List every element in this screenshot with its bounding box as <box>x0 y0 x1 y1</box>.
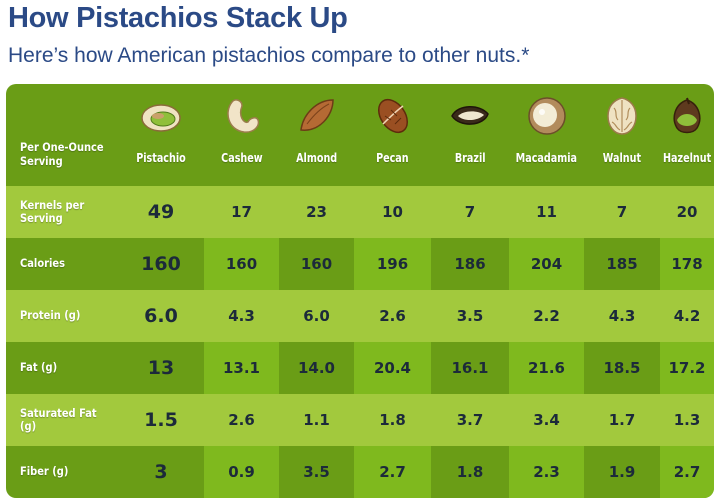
column-stripe <box>660 342 714 394</box>
corner-label: Per One-Ounce Serving <box>20 140 104 168</box>
row-label: Fiber (g) <box>20 464 69 479</box>
row-band <box>6 290 714 342</box>
table-cell: 1.1 <box>303 411 330 429</box>
table-cell: 2.2 <box>533 307 560 325</box>
table-cell: 3.7 <box>456 411 484 429</box>
table-cell: 4.3 <box>228 307 255 325</box>
table-cell: 3.5 <box>303 463 330 481</box>
table-cell: 160 <box>141 253 181 275</box>
table-cell: 13 <box>147 357 175 379</box>
nutrition-table: Per One-Ounce Serving Pistachio Cashew Alm… <box>6 84 714 498</box>
table-cell: 7 <box>464 203 476 221</box>
table-cell: 17 <box>231 203 252 221</box>
table-cell: 2.3 <box>533 463 560 481</box>
table-cell: 3.5 <box>456 307 484 325</box>
table-cell: 13.1 <box>222 359 260 377</box>
column-stripe <box>660 238 714 290</box>
pecan-icon <box>354 94 431 142</box>
row-label: Saturated Fat (g) <box>20 405 97 433</box>
row-band <box>6 186 714 238</box>
column-stripe <box>354 342 431 394</box>
macadamia-icon <box>509 94 584 142</box>
column-stripe <box>204 446 279 498</box>
table-cell: 7 <box>616 203 628 221</box>
column-header-label: Pecan <box>376 151 409 165</box>
page-title: How Pistachios Stack Up <box>8 2 348 34</box>
column-header-label: Almond <box>295 151 338 165</box>
column-stripe <box>509 342 584 394</box>
table-cell: 2.6 <box>228 411 255 429</box>
column-header: Cashew <box>204 148 279 168</box>
column-header: Almond <box>279 148 354 168</box>
walnut-icon <box>584 94 660 142</box>
table-cell: 11 <box>536 203 557 221</box>
brazil-nut-icon <box>431 94 509 142</box>
table-cell: 23 <box>306 203 327 221</box>
column-header-label: Macadamia <box>515 151 578 165</box>
column-header-label: Brazil <box>454 151 486 165</box>
table-cell: 160 <box>225 255 258 273</box>
column-header: Walnut <box>584 148 660 168</box>
table-cell: 6.0 <box>144 305 178 327</box>
row-band <box>6 394 714 446</box>
table-cell: 204 <box>530 255 563 273</box>
column-stripe <box>509 238 584 290</box>
table-cell: 160 <box>300 255 333 273</box>
almond-icon <box>279 94 354 142</box>
table-cell: 10 <box>382 203 403 221</box>
hazelnut-icon <box>660 94 714 142</box>
table-cell: 6.0 <box>303 307 330 325</box>
column-stripe <box>204 342 279 394</box>
table-cell: 3.4 <box>533 411 560 429</box>
table-cell: 1.8 <box>379 411 406 429</box>
table-cell: 186 <box>454 255 486 273</box>
column-header: Hazelnut <box>660 148 714 168</box>
table-cell: 16.1 <box>451 359 489 377</box>
column-header-label: Walnut <box>602 151 642 165</box>
row-label: Fat (g) <box>20 360 58 375</box>
table-cell: 14.0 <box>297 359 335 377</box>
table-cell: 2.6 <box>379 307 406 325</box>
table-cell: 2.7 <box>379 463 406 481</box>
table-cell: 1.5 <box>144 409 178 431</box>
table-cell: 185 <box>606 255 638 273</box>
row-label: Kernels per Serving <box>20 197 85 225</box>
page-subtitle: Here’s how American pistachios compare t… <box>8 44 530 67</box>
column-header-label: Hazelnut <box>662 151 712 165</box>
table-cell: 49 <box>147 201 175 223</box>
cashew-icon <box>204 94 279 142</box>
column-header-label: Cashew <box>220 151 263 165</box>
table-cell: 20.4 <box>373 359 411 377</box>
table-cell: 21.6 <box>527 359 565 377</box>
table-cell: 20 <box>676 203 698 221</box>
row-label: Protein (g) <box>20 308 81 323</box>
column-header: Brazil <box>431 148 509 168</box>
column-header-label: Pistachio <box>136 151 186 165</box>
column-stripe <box>660 446 714 498</box>
table-cell: 1.7 <box>608 411 636 429</box>
column-stripe <box>354 238 431 290</box>
column-stripe <box>204 238 279 290</box>
column-stripe <box>354 446 431 498</box>
column-stripe <box>509 446 584 498</box>
table-cell: 1.9 <box>608 463 636 481</box>
table-cell: 2.7 <box>673 463 701 481</box>
pistachio-icon <box>118 94 204 142</box>
table-cell: 18.5 <box>603 359 641 377</box>
table-cell: 4.2 <box>673 307 701 325</box>
row-label: Calories <box>20 256 65 271</box>
table-cell: 1.3 <box>673 411 701 429</box>
table-cell: 3 <box>154 461 168 483</box>
table-cell: 17.2 <box>668 359 706 377</box>
table-cell: 0.9 <box>228 463 255 481</box>
column-header: Pecan <box>354 148 431 168</box>
table-cell: 1.8 <box>456 463 484 481</box>
table-cell: 196 <box>376 255 409 273</box>
table-cell: 4.3 <box>608 307 636 325</box>
table-cell: 178 <box>671 255 703 273</box>
column-header: Macadamia <box>509 148 584 168</box>
column-header: Pistachio <box>118 148 204 168</box>
